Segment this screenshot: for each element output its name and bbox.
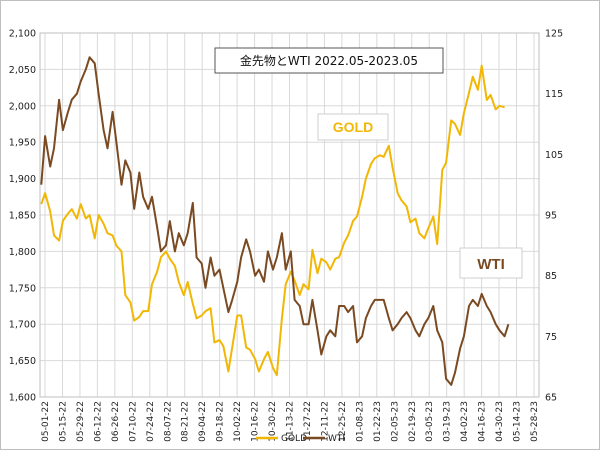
x-tick-label: 02-05-23 [390, 401, 400, 442]
x-axis: 05-01-22 05-15-22 05-29-22 06-12-22 06-26-22… [41, 401, 540, 442]
left-y-tick-label: 1,900 [9, 174, 36, 185]
x-tick-label: 12-25-22 [338, 401, 348, 442]
legend-label-wti: WTI [328, 434, 345, 444]
left-y-tick-label: 1,750 [9, 283, 36, 294]
right-y-tick-label: 95 [545, 211, 557, 222]
left-y-tick-label: 1,650 [9, 356, 36, 367]
right-y-tick-label: 105 [545, 150, 563, 161]
series-line-wti [40, 56, 510, 386]
x-tick-label: 01-08-23 [355, 401, 365, 442]
x-tick-label: 09-04-22 [198, 401, 208, 442]
wti-annotation: WTI [477, 256, 505, 273]
right-y-axis: 65 75 85 95 105 115 125 [545, 29, 563, 404]
legend: GOLD WTI [256, 434, 345, 444]
x-tick-label: 10-16-22 [251, 401, 261, 442]
gridlines [40, 32, 539, 398]
legend-label-gold: GOLD [281, 434, 307, 444]
x-tick-label: 02-19-23 [408, 401, 418, 442]
left-y-tick-label: 1,850 [9, 211, 36, 222]
right-y-tick-label: 85 [545, 271, 557, 282]
series-lines [40, 56, 510, 386]
x-tick-label: 12-11-22 [320, 401, 330, 442]
x-tick-label: 06-26-22 [111, 401, 121, 442]
x-tick-label: 05-28-23 [530, 401, 540, 442]
x-tick-label: 06-12-22 [93, 401, 103, 442]
x-tick-label: 05-29-22 [76, 401, 86, 442]
left-y-tick-label: 1,600 [9, 393, 36, 404]
x-tick-label: 09-18-22 [216, 401, 226, 442]
x-tick-label: 07-24-22 [146, 401, 156, 442]
x-tick-label: 07-10-22 [128, 401, 138, 442]
series-line-gold [40, 64, 505, 377]
left-y-tick-label: 1,800 [9, 247, 36, 258]
x-tick-label: 05-15-22 [58, 401, 68, 442]
gold-annotation: GOLD [333, 119, 373, 135]
x-tick-label: 01-22-23 [373, 401, 383, 442]
right-y-tick-label: 115 [545, 89, 563, 100]
chart-title: 金先物とWTI 2022.05-2023.05 [240, 53, 418, 68]
x-tick-label: 08-21-22 [181, 401, 191, 442]
plot-area-border [39, 32, 540, 398]
right-y-tick-label: 125 [545, 29, 563, 40]
x-tick-label: 04-02-23 [460, 401, 470, 442]
x-tick-label: 08-07-22 [163, 401, 173, 442]
gold-label-box [317, 113, 389, 141]
left-y-tick-label: 1,950 [9, 138, 36, 149]
wti-label-box [459, 247, 523, 279]
x-tick-label: 03-19-23 [443, 401, 453, 442]
left-y-tick-label: 1,700 [9, 320, 36, 331]
right-y-tick-label: 75 [545, 332, 557, 343]
x-tick-label: 11-27-22 [303, 401, 313, 442]
left-y-tick-label: 2,050 [9, 65, 36, 76]
chart-title-box [214, 47, 444, 74]
x-tick-label: 03-05-23 [425, 401, 435, 442]
x-tick-label: 05-01-22 [41, 401, 51, 442]
x-tick-label: 10-30-22 [268, 401, 278, 442]
left-y-tick-label: 2,100 [9, 29, 36, 40]
x-tick-label: 04-30-23 [495, 401, 505, 442]
left-y-tick-label: 2,000 [9, 101, 36, 112]
right-y-tick-label: 65 [545, 393, 557, 404]
x-tick-label: 10-02-22 [233, 401, 243, 442]
x-tick-label: 05-14-23 [513, 401, 523, 442]
x-tick-label: 11-13-22 [286, 401, 296, 442]
left-y-axis: 1,600 1,650 1,700 1,750 1,800 1,850 1,900 1,950… [9, 29, 36, 404]
x-tick-label: 04-16-23 [478, 401, 488, 442]
